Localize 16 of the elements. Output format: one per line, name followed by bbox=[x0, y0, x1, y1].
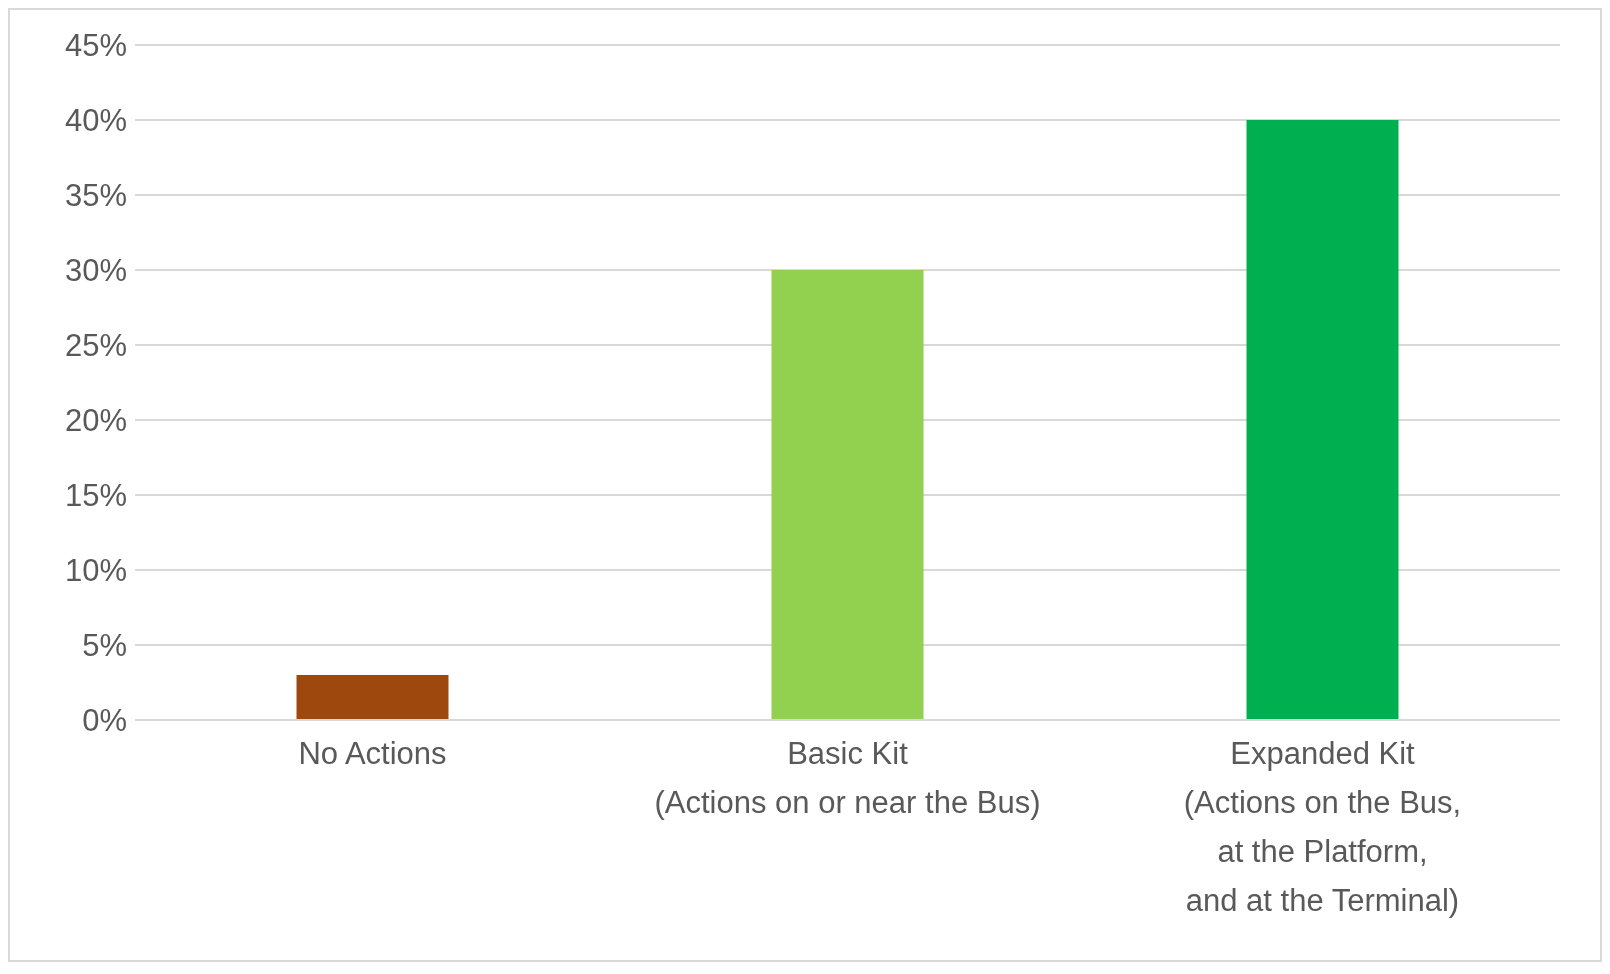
y-tick-label: 15% bbox=[64, 478, 127, 514]
y-tick-label: 10% bbox=[64, 553, 127, 589]
bar bbox=[296, 675, 449, 720]
y-tick-label: 25% bbox=[64, 328, 127, 364]
y-tick-label: 45% bbox=[64, 28, 127, 64]
y-tick-label: 0% bbox=[82, 703, 127, 739]
y-tick-label: 40% bbox=[64, 103, 127, 139]
bar bbox=[771, 270, 924, 720]
bar bbox=[1246, 120, 1399, 720]
y-tick-label: 20% bbox=[64, 403, 127, 439]
x-tick-label: Basic Kit (Actions on or near the Bus) bbox=[654, 736, 1041, 820]
x-tick-label: Expanded Kit (Actions on the Bus, at the Platform, and at the Terminal) bbox=[1183, 736, 1462, 918]
y-tick-label: 5% bbox=[82, 628, 127, 664]
x-tick-label: No Actions bbox=[298, 736, 447, 771]
y-tick-label: 35% bbox=[64, 178, 127, 214]
y-tick-label: 30% bbox=[64, 253, 127, 289]
